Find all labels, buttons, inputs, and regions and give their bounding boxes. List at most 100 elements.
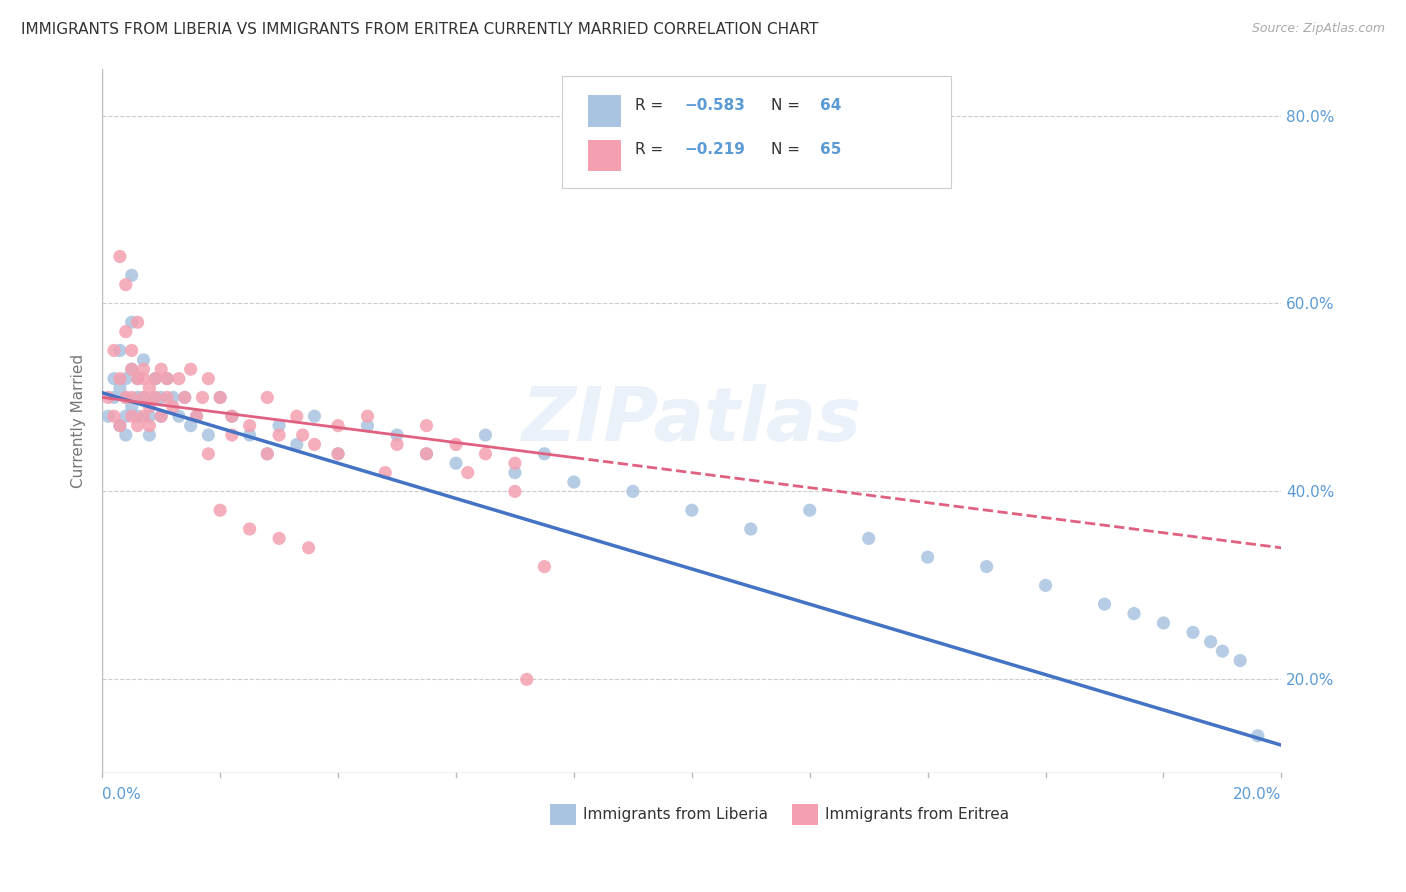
FancyBboxPatch shape [588,95,621,127]
Point [180,418,202,433]
Point [127,418,149,433]
Point [108,250,131,264]
Point [385,437,408,451]
Point [1229,654,1251,668]
Point [191,391,214,405]
Point [97,409,120,424]
Point [533,447,555,461]
Point [121,391,143,405]
Point [156,371,179,385]
Point [1199,634,1222,648]
Point [127,371,149,385]
Point [415,447,437,461]
Point [197,371,219,385]
Point [132,352,155,367]
Point [221,409,243,424]
Point [1123,607,1146,621]
Point [121,343,143,358]
Point [127,391,149,405]
Point [127,371,149,385]
Point [1035,578,1057,592]
Point [138,418,160,433]
Point [740,522,762,536]
Point [127,315,149,329]
Point [209,391,232,405]
FancyBboxPatch shape [792,804,818,825]
Point [143,371,166,385]
Point [132,409,155,424]
Point [114,277,136,292]
Point [256,447,278,461]
Point [385,428,408,442]
Point [1211,644,1233,658]
Text: −0.583: −0.583 [685,98,745,112]
Point [444,456,467,470]
Point [138,428,160,442]
Point [621,484,644,499]
Point [374,466,396,480]
Point [121,400,143,414]
Point [326,447,349,461]
Point [186,409,208,424]
Point [143,391,166,405]
Point [503,466,526,480]
Point [143,371,166,385]
Text: ZIPatlas: ZIPatlas [522,384,862,458]
Point [681,503,703,517]
Text: Source: ZipAtlas.com: Source: ZipAtlas.com [1251,22,1385,36]
Point [326,447,349,461]
Point [917,550,939,565]
Text: 20.0%: 20.0% [1233,788,1281,803]
Text: Immigrants from Liberia: Immigrants from Liberia [583,806,768,822]
Point [138,409,160,424]
Point [1153,615,1175,630]
Point [221,428,243,442]
Point [132,391,155,405]
Point [143,391,166,405]
Point [256,447,278,461]
FancyBboxPatch shape [550,804,576,825]
Point [285,409,308,424]
Point [156,371,179,385]
Point [103,391,125,405]
Point [415,418,437,433]
Point [858,532,880,546]
Point [150,409,173,424]
Point [108,418,131,433]
Point [976,559,998,574]
Text: Immigrants from Eritrea: Immigrants from Eritrea [825,806,1010,822]
Point [138,400,160,414]
Point [444,437,467,451]
Point [114,391,136,405]
FancyBboxPatch shape [588,140,621,171]
Point [1181,625,1204,640]
Point [121,268,143,283]
Point [114,391,136,405]
Point [121,362,143,376]
Text: 65: 65 [820,142,842,157]
Text: N =: N = [770,98,804,112]
Point [291,428,314,442]
Point [533,559,555,574]
Point [562,475,585,489]
Point [209,391,232,405]
Point [150,362,173,376]
Point [474,428,496,442]
Point [108,371,131,385]
Point [1094,597,1116,611]
Point [304,437,326,451]
FancyBboxPatch shape [562,76,952,188]
Text: N =: N = [770,142,804,157]
Text: R =: R = [636,98,668,112]
Point [356,418,378,433]
Point [267,428,290,442]
Point [356,409,378,424]
Point [173,391,195,405]
Point [221,409,243,424]
Point [150,391,173,405]
Text: 0.0%: 0.0% [103,788,141,803]
Point [267,418,290,433]
Point [239,522,262,536]
Point [108,381,131,395]
Point [516,673,538,687]
